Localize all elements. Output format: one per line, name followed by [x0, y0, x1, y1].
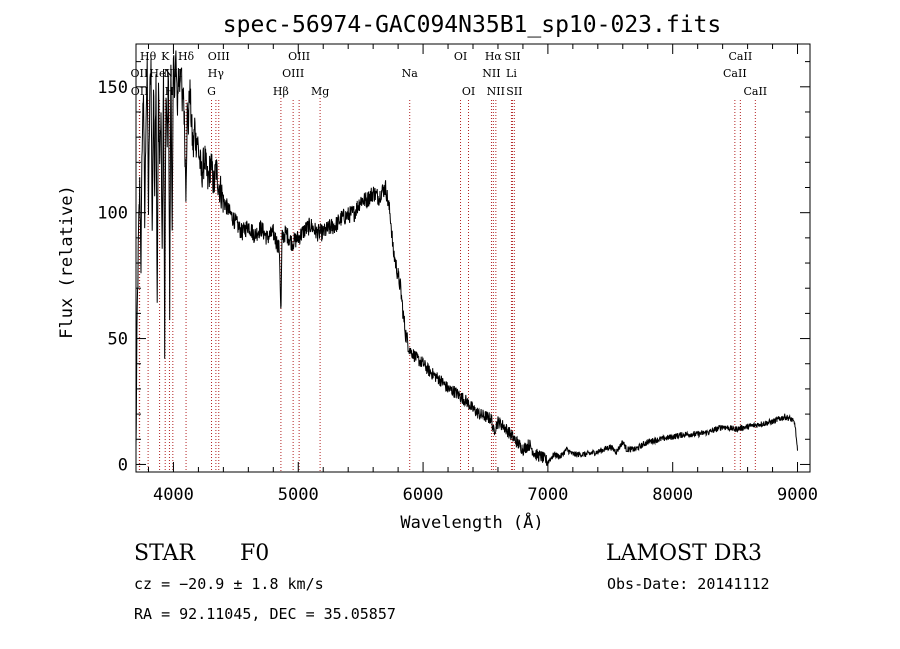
line-marker-label: OI — [454, 50, 467, 63]
redshift-cz: cz = −20.9 ± 1.8 km/s — [134, 575, 324, 593]
line-marker-label: HeI — [149, 67, 169, 80]
line-marker-label: CaII — [723, 67, 747, 80]
survey-name: LAMOST DR3 — [606, 541, 762, 566]
line-marker-label: Hθ — [140, 50, 157, 63]
x-axis-label: Wavelength (Å) — [400, 511, 543, 533]
x-tick-label: 8000 — [652, 485, 693, 505]
line-marker-label: SII — [504, 50, 520, 63]
line-marker-label: OII — [131, 85, 149, 98]
line-marker-label: Hα — [485, 50, 503, 63]
line-marker-label: G — [207, 85, 216, 98]
line-marker-label: NII — [487, 85, 505, 98]
line-marker-label: Hβ — [273, 85, 289, 98]
line-marker-label: Hδ — [178, 50, 195, 63]
object-subclass: F0 — [240, 541, 269, 566]
x-tick-label: 4000 — [153, 485, 194, 505]
y-tick-label: 150 — [97, 78, 128, 98]
line-marker-label: Hγ — [208, 67, 225, 80]
line-marker-label: OIII — [288, 50, 310, 63]
line-marker-label: CaII — [729, 50, 753, 63]
line-marker-label: Mg — [311, 85, 329, 98]
line-marker-label: CaII — [743, 85, 767, 98]
line-marker-label: NII — [482, 67, 500, 80]
y-tick-label: 100 — [97, 204, 128, 224]
coordinates: RA = 92.11045, DEC = 35.05857 — [134, 605, 396, 623]
y-tick-label: 0 — [118, 455, 128, 475]
line-marker-label: K — [161, 50, 170, 63]
spectral-line-markers — [138, 98, 756, 472]
line-marker-label: Li — [506, 67, 517, 80]
axis-ticks: 4000 5000 6000 7000 8000 9000 0 50 100 150 — [97, 44, 818, 505]
object-class: STAR — [134, 541, 196, 566]
x-tick-label: 9000 — [777, 485, 818, 505]
line-marker-label: OII — [131, 67, 149, 80]
line-marker-label: OIII — [208, 50, 230, 63]
line-marker-label: SII — [506, 85, 522, 98]
y-axis-label: Flux (relative) — [57, 185, 77, 339]
y-tick-label: 50 — [108, 330, 128, 350]
observation-date: Obs-Date: 20141112 — [607, 575, 770, 593]
spectrum-line — [135, 50, 798, 466]
line-marker-label: H — [165, 85, 175, 98]
x-tick-label: 5000 — [278, 485, 319, 505]
line-marker-label: Na — [402, 67, 419, 80]
x-tick-label: 6000 — [403, 485, 444, 505]
x-tick-label: 7000 — [527, 485, 568, 505]
spectral-line-labels: Hβ Hδ Hγ K H HeI Hθ OII OII NII OIII G OIII OIII Mg Na O… — [131, 50, 768, 98]
line-marker-label: OIII — [282, 67, 304, 80]
line-marker-label: OI — [462, 85, 475, 98]
chart-title: spec-56974-GAC094N35B1_sp10-023.fits — [223, 12, 722, 38]
